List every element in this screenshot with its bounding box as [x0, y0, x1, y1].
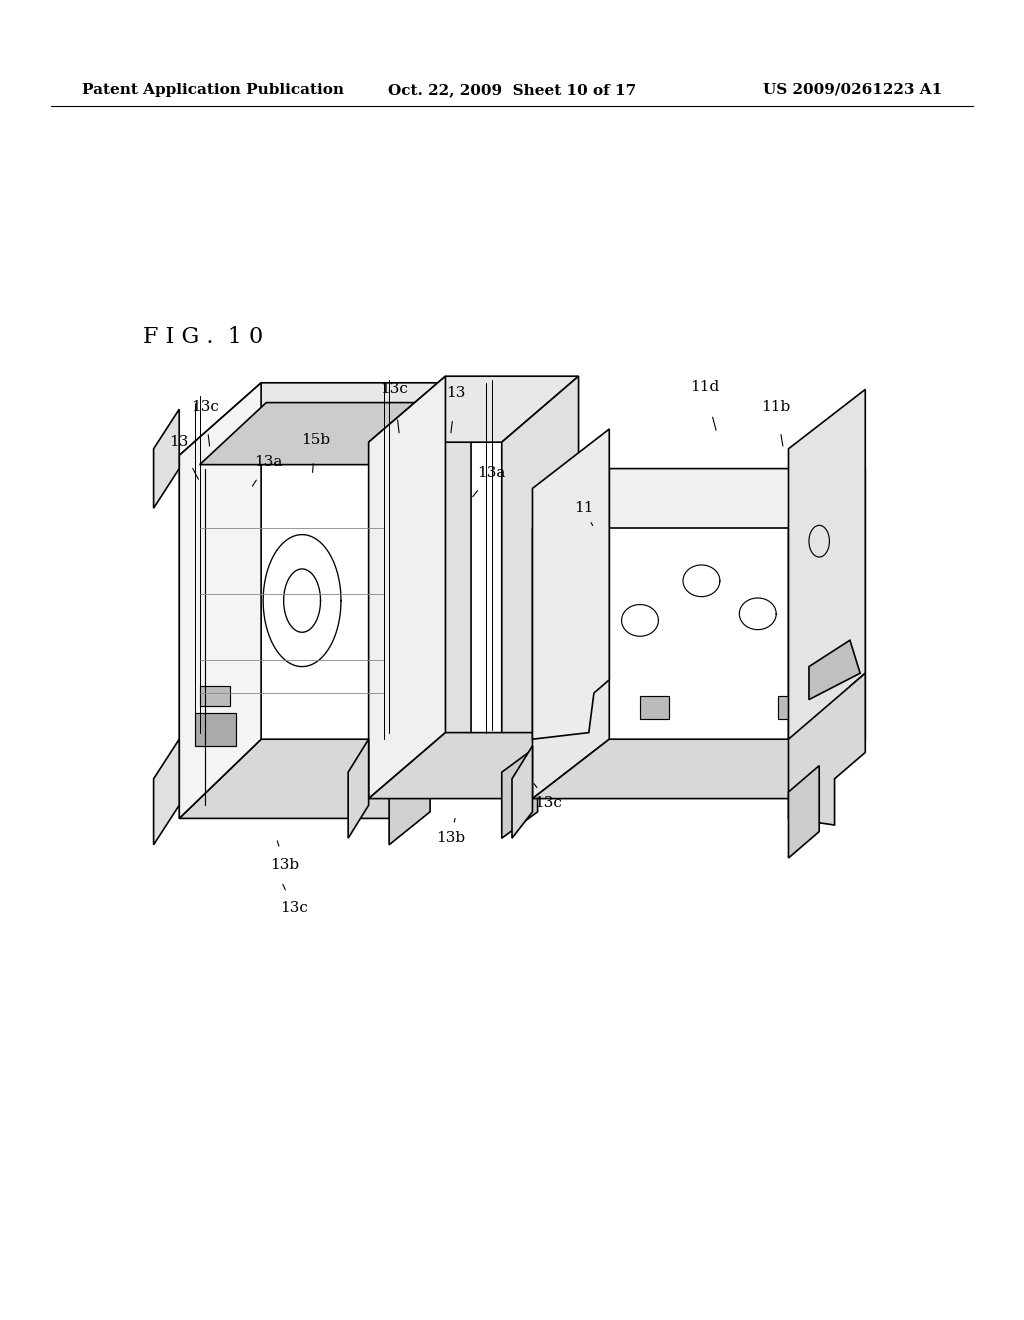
Polygon shape — [179, 739, 471, 818]
Polygon shape — [389, 746, 430, 845]
Polygon shape — [179, 383, 261, 818]
Polygon shape — [179, 383, 471, 455]
Bar — [200, 686, 230, 706]
Polygon shape — [369, 733, 579, 799]
Bar — [195, 713, 236, 746]
Text: 15b: 15b — [301, 433, 330, 446]
Polygon shape — [788, 469, 865, 799]
Polygon shape — [502, 746, 538, 838]
Text: 11b: 11b — [762, 400, 791, 413]
Text: 13a: 13a — [477, 466, 506, 479]
Text: 11d: 11d — [690, 380, 719, 393]
Polygon shape — [788, 673, 865, 825]
Text: 13c: 13c — [190, 400, 219, 413]
Text: 13a: 13a — [254, 455, 283, 469]
Polygon shape — [154, 409, 179, 508]
Text: Oct. 22, 2009  Sheet 10 of 17: Oct. 22, 2009 Sheet 10 of 17 — [388, 83, 636, 96]
Polygon shape — [154, 739, 179, 845]
Text: US 2009/0261223 A1: US 2009/0261223 A1 — [763, 83, 942, 96]
Polygon shape — [394, 383, 471, 818]
Polygon shape — [532, 469, 609, 799]
Polygon shape — [348, 739, 369, 838]
Polygon shape — [532, 429, 609, 739]
Polygon shape — [532, 739, 865, 799]
Text: 13c: 13c — [534, 796, 562, 809]
Text: F I G .  1 0: F I G . 1 0 — [143, 326, 263, 347]
Polygon shape — [369, 376, 445, 799]
Bar — [640, 696, 669, 719]
Text: 13c: 13c — [380, 383, 409, 396]
Polygon shape — [809, 640, 860, 700]
Text: 11: 11 — [573, 502, 594, 515]
Polygon shape — [369, 376, 579, 442]
Bar — [778, 696, 807, 719]
Text: 13b: 13b — [436, 832, 465, 845]
Polygon shape — [512, 746, 532, 838]
Polygon shape — [200, 403, 451, 465]
Text: 13: 13 — [446, 387, 465, 400]
Polygon shape — [532, 469, 865, 528]
Polygon shape — [788, 766, 819, 858]
Text: 13: 13 — [170, 436, 188, 449]
Polygon shape — [502, 376, 579, 799]
Text: Patent Application Publication: Patent Application Publication — [82, 83, 344, 96]
Text: 13b: 13b — [270, 858, 299, 871]
Polygon shape — [788, 389, 865, 739]
Text: 13c: 13c — [280, 902, 308, 915]
